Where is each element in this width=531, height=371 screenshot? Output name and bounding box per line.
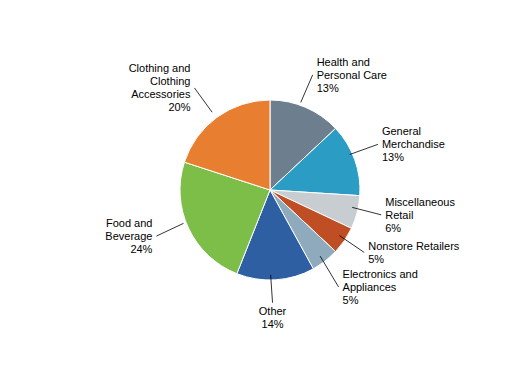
svg-text:Other14%: Other14% (259, 305, 287, 330)
svg-text:Nonstore Retailers5%: Nonstore Retailers5% (368, 240, 460, 265)
svg-text:Health andPersonal Care13%: Health andPersonal Care13% (317, 56, 387, 94)
svg-text:Electronics andAppliances5%: Electronics andAppliances5% (343, 268, 418, 306)
svg-text:MiscellaneousRetail6%: MiscellaneousRetail6% (385, 196, 455, 234)
svg-text:GeneralMerchandise13%: GeneralMerchandise13% (382, 125, 445, 163)
svg-text:Clothing andClothingAccessorie: Clothing andClothingAccessories20% (129, 62, 191, 113)
svg-text:Food andBeverage24%: Food andBeverage24% (105, 217, 152, 255)
